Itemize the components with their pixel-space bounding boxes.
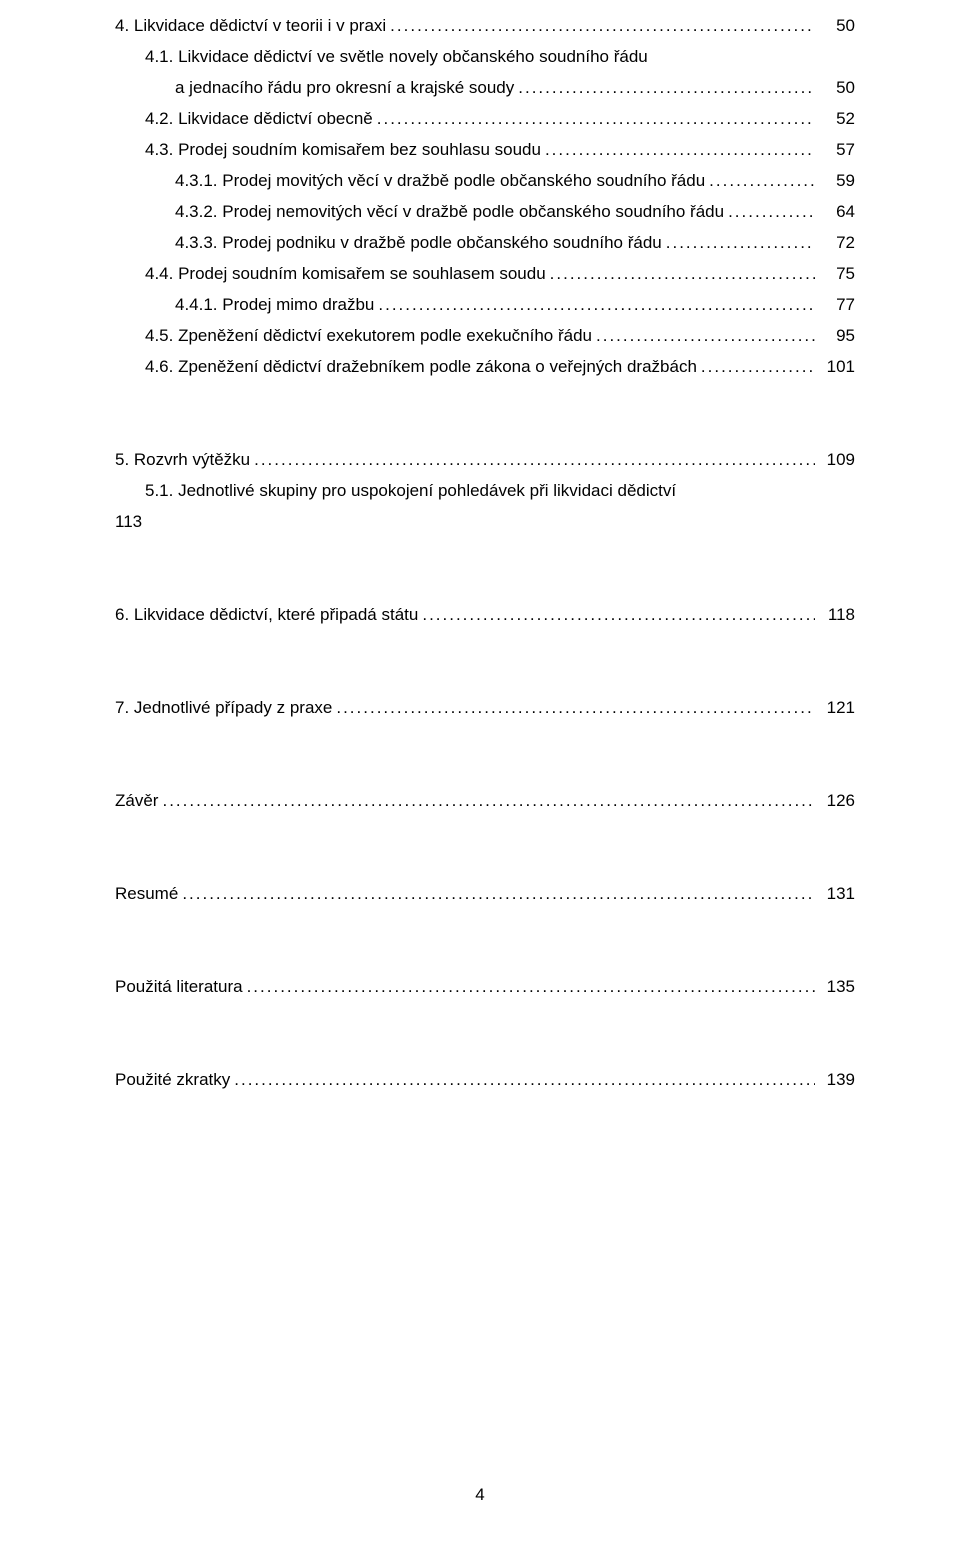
section-gap: [115, 382, 855, 444]
toc-leader-dots: ........................................…: [662, 227, 815, 258]
toc-label: Závěr: [115, 785, 158, 816]
section-gap: [115, 723, 855, 785]
toc-continuation: 113: [115, 506, 142, 537]
toc-page: 135: [815, 971, 855, 1002]
toc-entry-line2: a jednacího řádu pro okresní a krajské s…: [115, 72, 855, 103]
toc-label: Použitá literatura: [115, 971, 243, 1002]
toc-leader-dots: ........................................…: [697, 351, 815, 382]
toc-leader-dots: ........................................…: [230, 1064, 815, 1095]
toc-label: 4.5. Zpeněžení dědictví exekutorem podle…: [145, 320, 592, 351]
toc-label: 4.1. Likvidace dědictví ve světle novely…: [145, 41, 648, 72]
toc-label: 5. Rozvrh výtěžku: [115, 444, 250, 475]
toc-entry: 4.3. Prodej soudním komisařem bez souhla…: [115, 134, 855, 165]
toc-entry: 4.5. Zpeněžení dědictví exekutorem podle…: [115, 320, 855, 351]
toc-entry: 4.4. Prodej soudním komisařem se souhlas…: [115, 258, 855, 289]
toc-leader-dots: ........................................…: [250, 444, 815, 475]
toc-leader-dots: ........................................…: [374, 289, 815, 320]
toc-entry: 6. Likvidace dědictví, které připadá stá…: [115, 599, 855, 630]
toc-leader-dots: ........................................…: [546, 258, 815, 289]
toc-label: 6. Likvidace dědictví, které připadá stá…: [115, 599, 418, 630]
toc-leader-dots: ........................................…: [178, 878, 815, 909]
toc-label: 7. Jednotlivé případy z praxe: [115, 692, 332, 723]
toc-label: 4.4.1. Prodej mimo dražbu: [175, 289, 374, 320]
toc-entry: Použité zkratky.........................…: [115, 1064, 855, 1095]
toc-entry: 4.6. Zpeněžení dědictví dražebníkem podl…: [115, 351, 855, 382]
toc-page: 121: [815, 692, 855, 723]
toc-entry: 4.4.1. Prodej mimo dražbu...............…: [115, 289, 855, 320]
toc-page: 139: [815, 1064, 855, 1095]
toc-entry: 5. Rozvrh výtěžku.......................…: [115, 444, 855, 475]
toc-leader-dots: ........................................…: [243, 971, 815, 1002]
section-gap: [115, 630, 855, 692]
toc-label: 4.6. Zpeněžení dědictví dražebníkem podl…: [145, 351, 697, 382]
section-gap: [115, 816, 855, 878]
toc-leader-dots: ........................................…: [158, 785, 815, 816]
toc-label: 4.3.1. Prodej movitých věcí v dražbě pod…: [175, 165, 705, 196]
toc-label: 4.2. Likvidace dědictví obecně: [145, 103, 373, 134]
toc-container: 4. Likvidace dědictví v teorii i v praxi…: [115, 10, 855, 1095]
toc-entry: Resumé..................................…: [115, 878, 855, 909]
toc-label: 4.3.2. Prodej nemovitých věcí v dražbě p…: [175, 196, 724, 227]
toc-leader-dots: ........................................…: [514, 72, 815, 103]
section-gap: [115, 537, 855, 599]
toc-page: 131: [815, 878, 855, 909]
toc-leader-dots: ........................................…: [705, 165, 815, 196]
toc-entry: Použitá literatura......................…: [115, 971, 855, 1002]
toc-leader-dots: ........................................…: [724, 196, 815, 227]
toc-entry: 4.3.1. Prodej movitých věcí v dražbě pod…: [115, 165, 855, 196]
toc-page: 77: [815, 289, 855, 320]
toc-page: 59: [815, 165, 855, 196]
toc-page: 50: [815, 72, 855, 103]
toc-label: Resumé: [115, 878, 178, 909]
toc-label: 4.3.3. Prodej podniku v dražbě podle obč…: [175, 227, 662, 258]
toc-page: 118: [815, 599, 855, 630]
toc-entry: 4. Likvidace dědictví v teorii i v praxi…: [115, 10, 855, 41]
toc-label: 4.3. Prodej soudním komisařem bez souhla…: [145, 134, 541, 165]
toc-entry-line2: 113: [115, 506, 855, 537]
toc-leader-dots: ........................................…: [541, 134, 815, 165]
toc-page: 95: [815, 320, 855, 351]
toc-label: 4.4. Prodej soudním komisařem se souhlas…: [145, 258, 546, 289]
toc-continuation: a jednacího řádu pro okresní a krajské s…: [175, 72, 514, 103]
section-gap: [115, 1002, 855, 1064]
toc-page: 109: [815, 444, 855, 475]
toc-leader-dots: ........................................…: [386, 10, 815, 41]
toc-entry: Závěr...................................…: [115, 785, 855, 816]
toc-page: 126: [815, 785, 855, 816]
toc-leader-dots: ........................................…: [592, 320, 815, 351]
toc-entry-line1: 4.1. Likvidace dědictví ve světle novely…: [115, 41, 855, 72]
toc-page: 72: [815, 227, 855, 258]
toc-label: 5.1. Jednotlivé skupiny pro uspokojení p…: [145, 475, 676, 506]
page-number: 4: [0, 1485, 960, 1505]
toc-leader-dots: ........................................…: [332, 692, 815, 723]
toc-page: 50: [815, 10, 855, 41]
toc-entry: 7. Jednotlivé případy z praxe...........…: [115, 692, 855, 723]
toc-leader-dots: ........................................…: [373, 103, 815, 134]
section-gap: [115, 909, 855, 971]
toc-page: 75: [815, 258, 855, 289]
toc-page: 52: [815, 103, 855, 134]
toc-leader-dots: ........................................…: [418, 599, 815, 630]
toc-entry: 4.3.3. Prodej podniku v dražbě podle obč…: [115, 227, 855, 258]
toc-label: Použité zkratky: [115, 1064, 230, 1095]
toc-label: 4. Likvidace dědictví v teorii i v praxi: [115, 10, 386, 41]
toc-entry: 4.2. Likvidace dědictví obecně..........…: [115, 103, 855, 134]
toc-entry-line1: 5.1. Jednotlivé skupiny pro uspokojení p…: [115, 475, 855, 506]
toc-entry: 4.3.2. Prodej nemovitých věcí v dražbě p…: [115, 196, 855, 227]
toc-page: 64: [815, 196, 855, 227]
toc-page: 101: [815, 351, 855, 382]
toc-page: 57: [815, 134, 855, 165]
